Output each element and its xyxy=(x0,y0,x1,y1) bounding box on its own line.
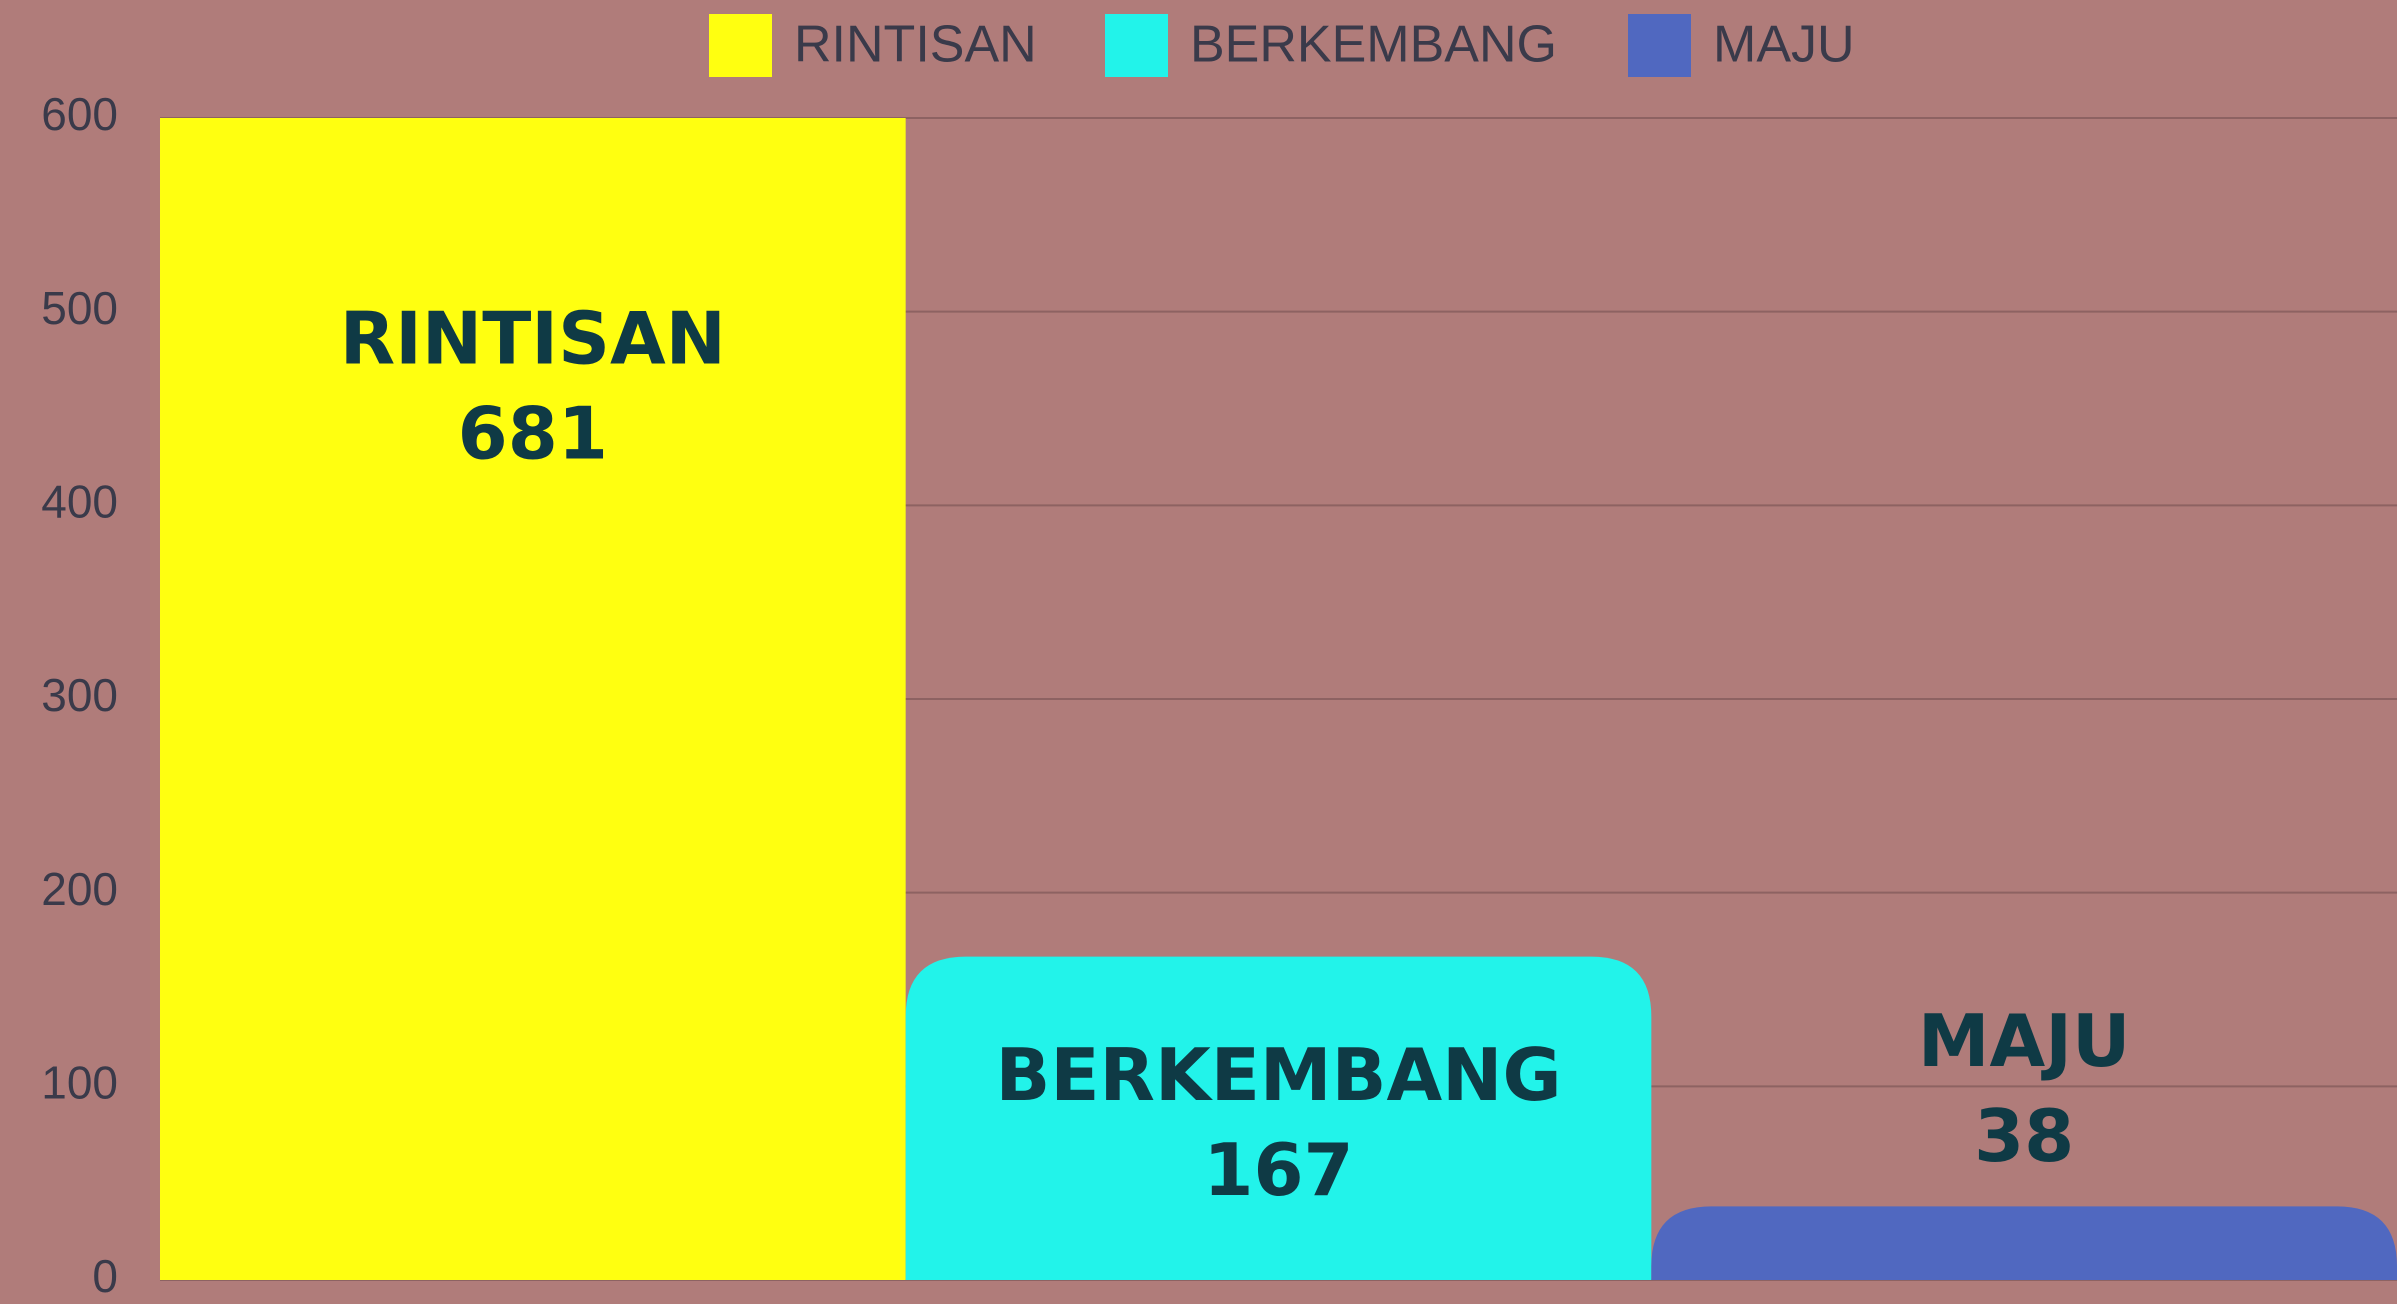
y-tick-label: 200 xyxy=(41,863,118,915)
legend-swatch xyxy=(709,14,772,77)
y-tick-label: 400 xyxy=(41,475,118,527)
bar xyxy=(905,956,1652,1280)
legend-label: RINTISAN xyxy=(794,16,1037,74)
bar-value-label: 38 xyxy=(1974,1094,2074,1178)
bar-category-label: BERKEMBANG xyxy=(995,1033,1561,1117)
bar-category-label: MAJU xyxy=(1918,999,2131,1083)
bar-value-label: 681 xyxy=(458,392,608,476)
bar xyxy=(160,118,906,1280)
bar-category-label: RINTISAN xyxy=(340,297,726,381)
legend-label: BERKEMBANG xyxy=(1190,16,1557,74)
legend-swatch xyxy=(1628,14,1691,77)
y-tick-label: 300 xyxy=(41,669,118,721)
legend-swatch xyxy=(1105,14,1168,77)
legend-label: MAJU xyxy=(1713,16,1855,74)
y-tick-label: 500 xyxy=(41,282,118,334)
bar-value-label: 167 xyxy=(1203,1128,1353,1212)
y-tick-label: 600 xyxy=(41,88,118,140)
y-tick-label: 0 xyxy=(92,1250,118,1302)
y-tick-label: 100 xyxy=(41,1056,118,1108)
bar xyxy=(1651,1206,2397,1280)
